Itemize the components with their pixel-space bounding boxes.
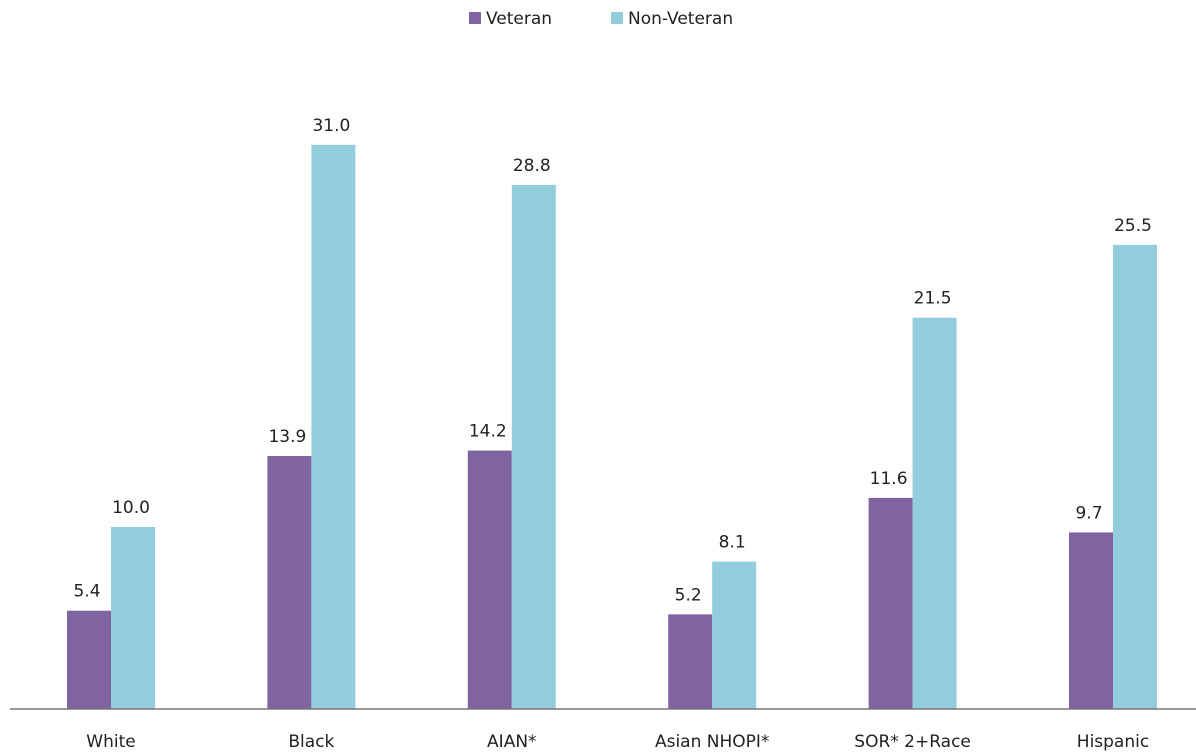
bar xyxy=(267,456,312,709)
data-label: 11.6 xyxy=(870,469,908,489)
bar xyxy=(712,561,757,709)
x-tick-label: AIAN* xyxy=(487,732,537,752)
bar xyxy=(467,450,512,709)
data-label: 9.7 xyxy=(1075,503,1102,523)
bar xyxy=(668,614,713,709)
legend-swatch xyxy=(611,12,623,24)
data-label: 31.0 xyxy=(312,116,350,136)
data-label: 5.4 xyxy=(73,582,100,602)
bar xyxy=(912,317,957,709)
data-label: 8.1 xyxy=(719,533,746,553)
data-label: 28.8 xyxy=(513,156,551,176)
bar xyxy=(67,610,111,709)
bar xyxy=(868,497,913,709)
legend-swatch xyxy=(469,12,481,24)
data-label: 10.0 xyxy=(112,498,150,518)
x-tick-label: Black xyxy=(288,732,334,752)
x-tick-label: Asian NHOPI* xyxy=(655,732,769,752)
data-label: 21.5 xyxy=(914,289,952,309)
data-label: 13.9 xyxy=(268,427,306,447)
x-tick-label: Hispanic xyxy=(1077,732,1149,752)
bar xyxy=(1069,532,1113,709)
bar xyxy=(1113,244,1157,709)
bar xyxy=(111,527,155,709)
x-tick-label: SOR* 2+Race xyxy=(854,732,971,752)
bar xyxy=(511,184,556,710)
legend-label: Non-Veteran xyxy=(628,9,733,29)
data-label: 25.5 xyxy=(1114,216,1152,236)
legend-label: Veteran xyxy=(486,9,552,29)
x-tick-label: White xyxy=(86,732,135,752)
bar xyxy=(311,144,356,710)
data-label: 5.2 xyxy=(675,585,702,605)
data-label: 14.2 xyxy=(469,422,507,442)
